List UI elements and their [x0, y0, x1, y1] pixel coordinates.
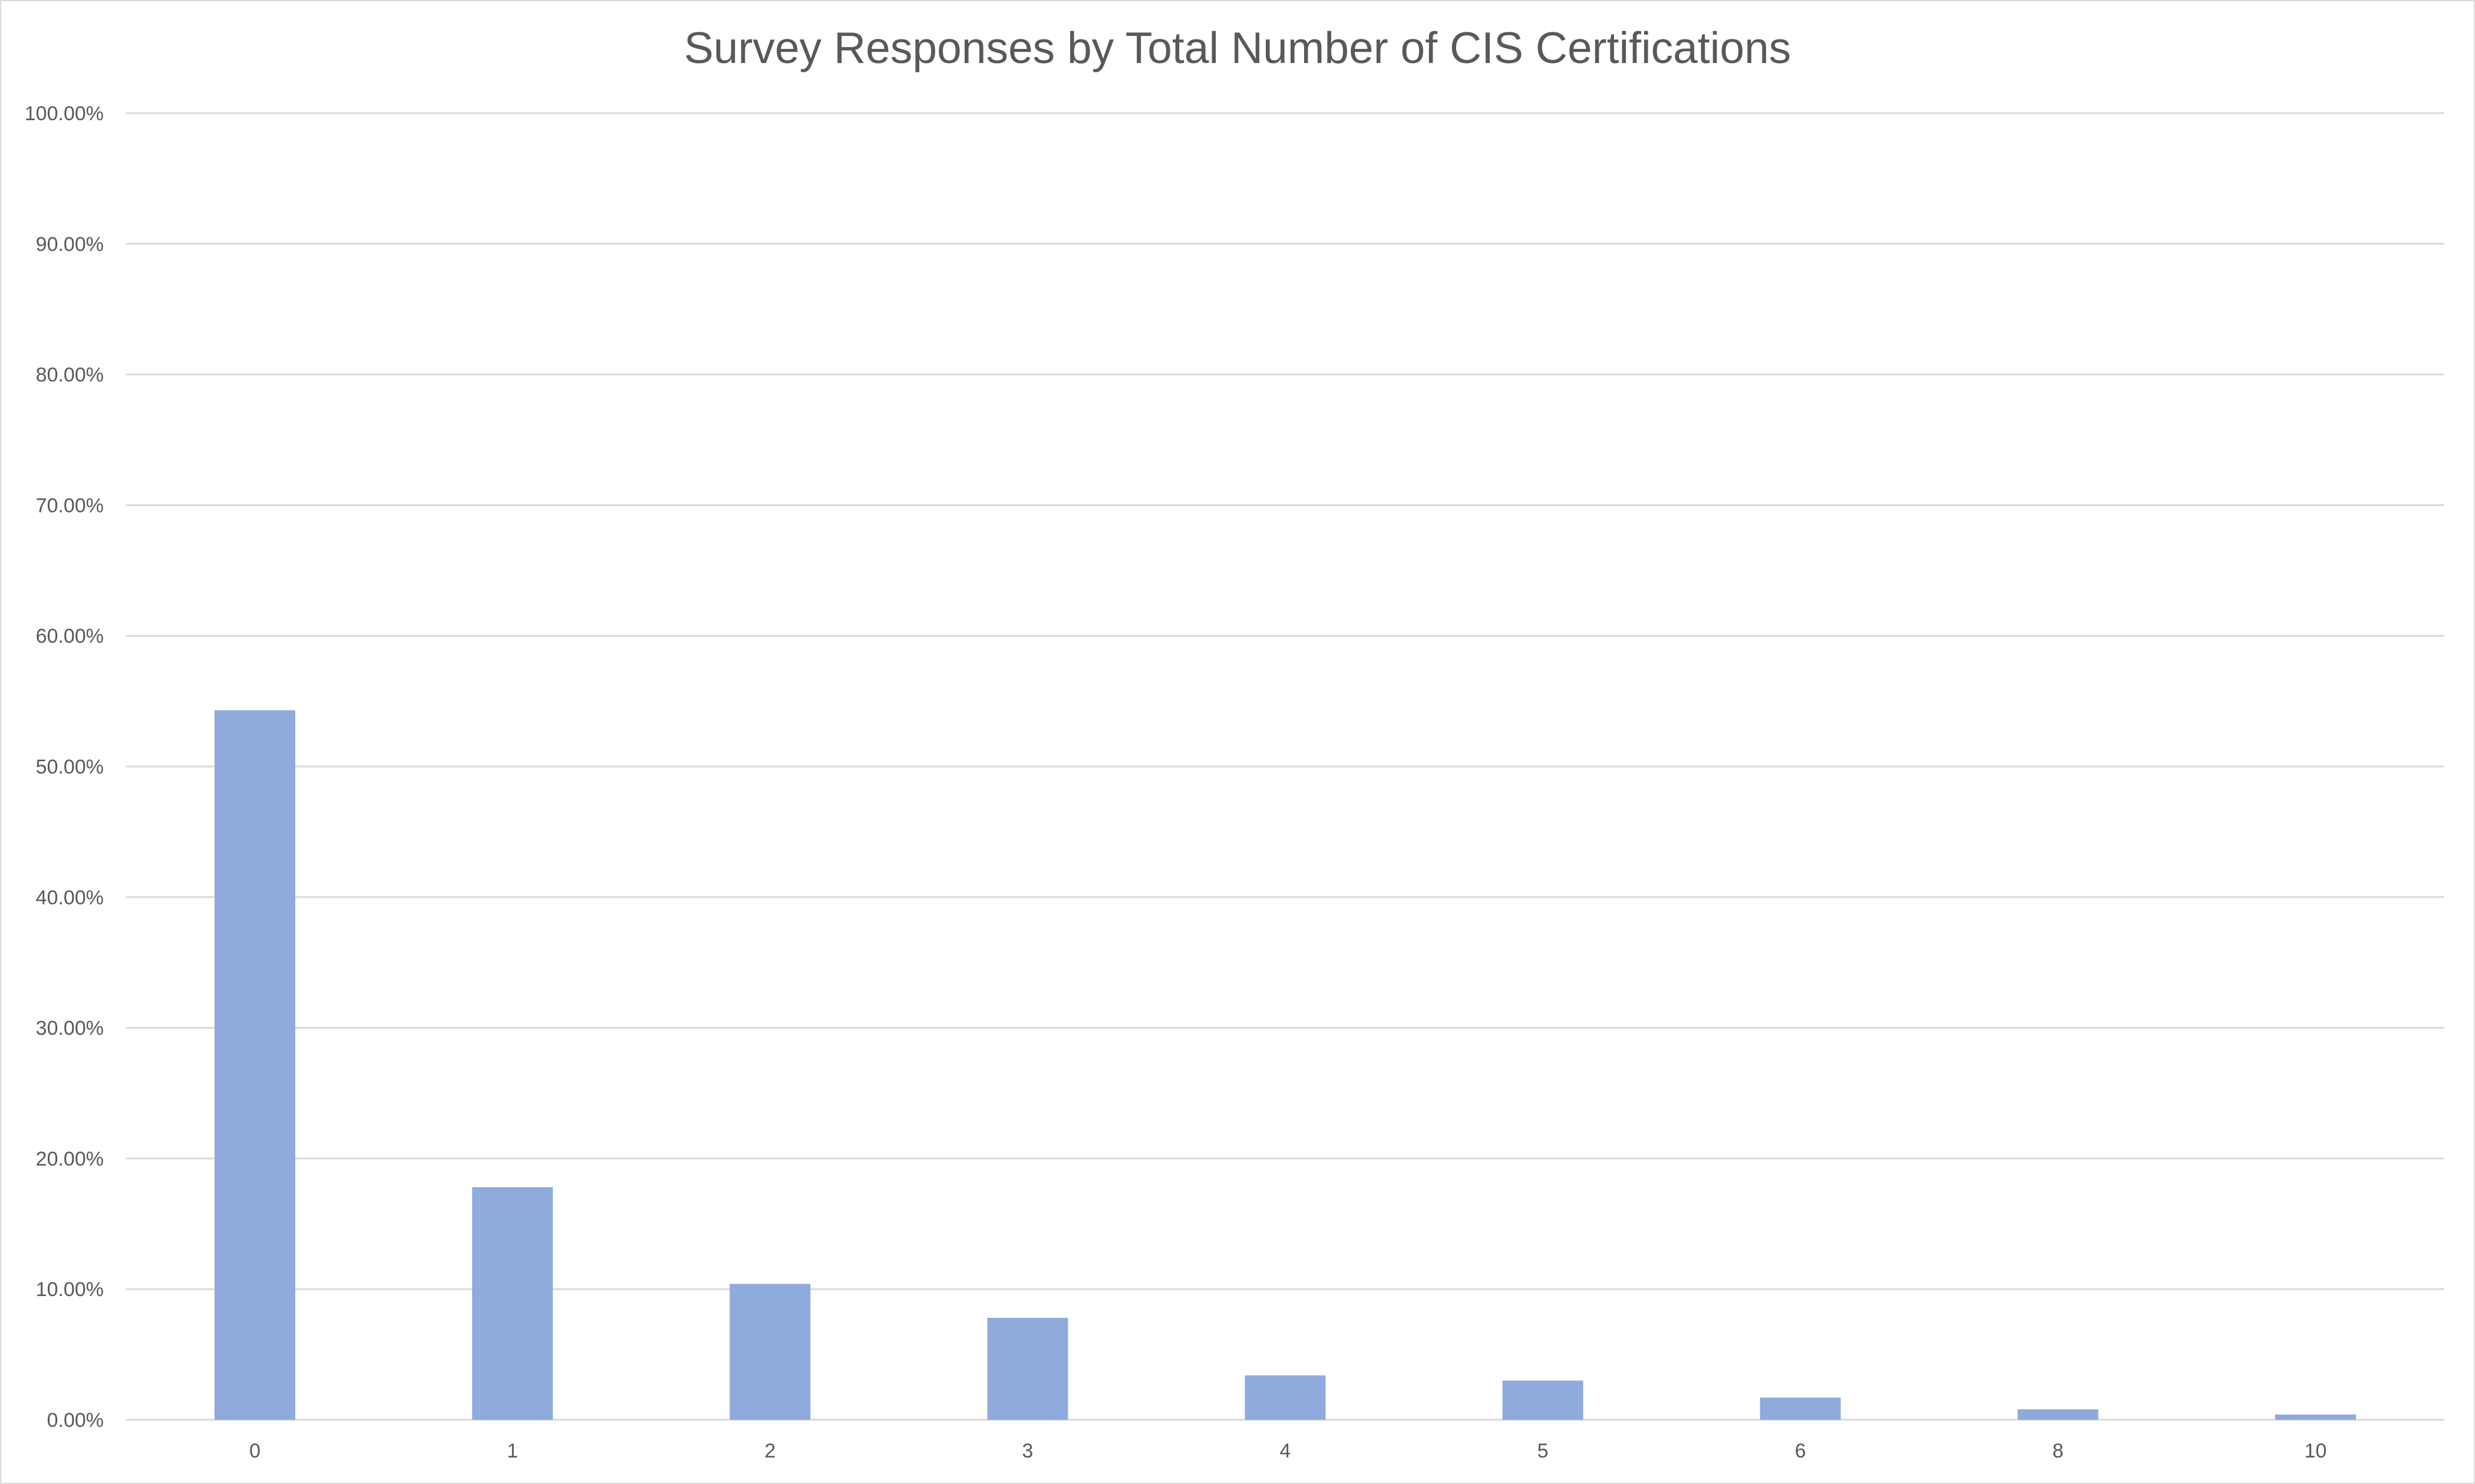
bar-8 — [2017, 1409, 2098, 1420]
y-tick-label: 100.00% — [25, 103, 104, 125]
x-tick-label: 4 — [1280, 1440, 1291, 1462]
x-tick-label: 5 — [1537, 1440, 1549, 1462]
gridlines — [126, 112, 2444, 1421]
y-tick-label: 40.00% — [36, 887, 104, 909]
x-tick-label: 0 — [249, 1440, 260, 1462]
y-tick-label: 60.00% — [36, 625, 104, 647]
y-axis-labels: 0.00% 10.00% 20.00% 30.00% 40.00% 50.00% 60.00… — [25, 103, 104, 1432]
x-tick-label: 8 — [2052, 1440, 2064, 1462]
x-tick-label: 2 — [764, 1440, 776, 1462]
bar-6 — [1760, 1397, 1841, 1420]
bar-0 — [214, 710, 296, 1420]
bars — [214, 710, 2356, 1420]
chart-title: Survey Responses by Total Number of CIS … — [684, 23, 1791, 72]
bar-3 — [987, 1317, 1068, 1420]
x-tick-label: 10 — [2305, 1440, 2327, 1462]
x-axis-labels: 0 1 2 3 4 5 6 8 10 — [249, 1440, 2326, 1462]
x-tick-label: 6 — [1795, 1440, 1806, 1462]
y-tick-label: 30.00% — [36, 1017, 104, 1040]
y-tick-label: 50.00% — [36, 756, 104, 778]
bar-5 — [1502, 1380, 1583, 1420]
bar-10 — [2275, 1414, 2356, 1420]
y-tick-label: 80.00% — [36, 364, 104, 386]
bar-4 — [1245, 1375, 1326, 1420]
bar-1 — [472, 1187, 553, 1420]
y-tick-label: 20.00% — [36, 1148, 104, 1170]
x-tick-label: 1 — [507, 1440, 518, 1462]
y-tick-label: 90.00% — [36, 233, 104, 256]
y-tick-label: 70.00% — [36, 494, 104, 517]
y-tick-label: 0.00% — [47, 1409, 104, 1432]
x-tick-label: 3 — [1022, 1440, 1033, 1462]
bar-2 — [730, 1284, 811, 1420]
y-tick-label: 10.00% — [36, 1278, 104, 1301]
